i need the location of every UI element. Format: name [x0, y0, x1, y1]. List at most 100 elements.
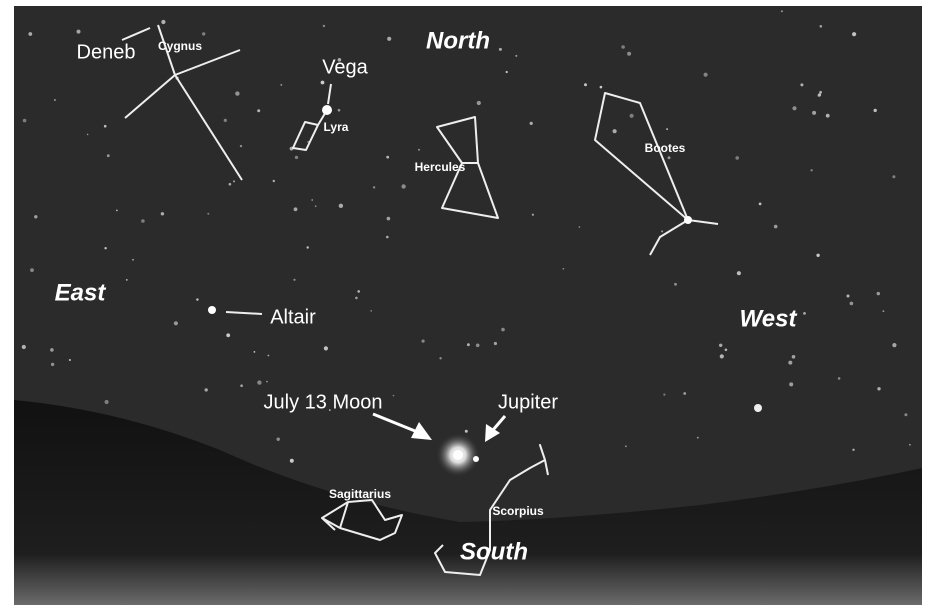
star [465, 430, 468, 433]
star [781, 10, 783, 12]
star [315, 205, 317, 207]
star [600, 86, 603, 89]
star [386, 236, 389, 239]
star [196, 298, 198, 300]
star [852, 32, 856, 36]
star [240, 384, 243, 387]
moon-core [453, 450, 463, 460]
star-label: Altair [270, 306, 316, 328]
star [737, 271, 741, 275]
star [22, 345, 26, 349]
star [257, 109, 260, 112]
star [290, 459, 294, 463]
star [613, 129, 617, 133]
star [104, 247, 106, 249]
star [774, 225, 778, 229]
star [476, 344, 480, 348]
star [254, 351, 256, 353]
star [621, 45, 625, 49]
star [141, 219, 145, 223]
star [268, 355, 270, 357]
star [820, 25, 823, 28]
star [161, 20, 165, 24]
star [235, 91, 239, 95]
star [207, 213, 209, 215]
star [116, 210, 118, 212]
star [792, 355, 796, 359]
star [277, 438, 280, 441]
direction-label: West [740, 305, 798, 332]
star [87, 134, 89, 136]
star [735, 156, 739, 160]
constellation-label: Hercules [415, 160, 466, 174]
star [280, 84, 282, 86]
star [393, 395, 395, 397]
star [792, 106, 796, 110]
constellation-label: Lyra [324, 120, 349, 134]
star [126, 279, 128, 281]
star [819, 91, 822, 94]
star [323, 25, 325, 27]
star [54, 99, 56, 101]
star [852, 449, 854, 451]
vega-star [322, 105, 332, 115]
star [720, 354, 724, 358]
star [850, 302, 854, 306]
star [584, 83, 587, 86]
star [877, 387, 880, 390]
star [321, 81, 325, 85]
star [224, 119, 227, 122]
arcturus-star [684, 216, 692, 224]
star [422, 340, 425, 343]
star [812, 111, 816, 115]
star [357, 290, 360, 293]
star [788, 361, 792, 365]
star [104, 125, 107, 128]
star [877, 292, 880, 295]
star [630, 114, 634, 118]
object-label: July 13 Moon [264, 391, 383, 413]
star [240, 145, 242, 147]
star [339, 204, 343, 208]
altair-star [208, 306, 216, 314]
star [273, 180, 275, 182]
star [229, 183, 232, 186]
star [506, 71, 508, 73]
star [132, 259, 134, 261]
star [494, 342, 497, 345]
star [883, 310, 885, 312]
star [107, 154, 110, 157]
star [847, 295, 850, 298]
star [401, 184, 405, 188]
star [257, 380, 261, 384]
star [515, 55, 517, 57]
star [23, 119, 27, 123]
star-label: Deneb [77, 41, 136, 63]
star [725, 349, 728, 352]
star [293, 279, 295, 281]
star [563, 268, 565, 270]
jupiter [473, 456, 479, 462]
star [77, 30, 81, 34]
star [387, 217, 391, 221]
star [233, 180, 235, 182]
constellation-label: Scorpius [492, 504, 544, 518]
star [387, 37, 391, 41]
star [386, 156, 389, 159]
star [759, 203, 762, 206]
star [754, 404, 762, 412]
star [34, 215, 37, 218]
star [266, 381, 268, 383]
star [499, 48, 502, 51]
star [683, 392, 686, 395]
star [174, 321, 178, 325]
star [530, 122, 533, 125]
star [28, 32, 32, 36]
star [501, 328, 505, 332]
star [69, 359, 71, 361]
star-label: Vega [322, 56, 368, 78]
star [295, 156, 298, 159]
star [294, 207, 298, 211]
star [307, 246, 309, 248]
star [826, 114, 830, 118]
